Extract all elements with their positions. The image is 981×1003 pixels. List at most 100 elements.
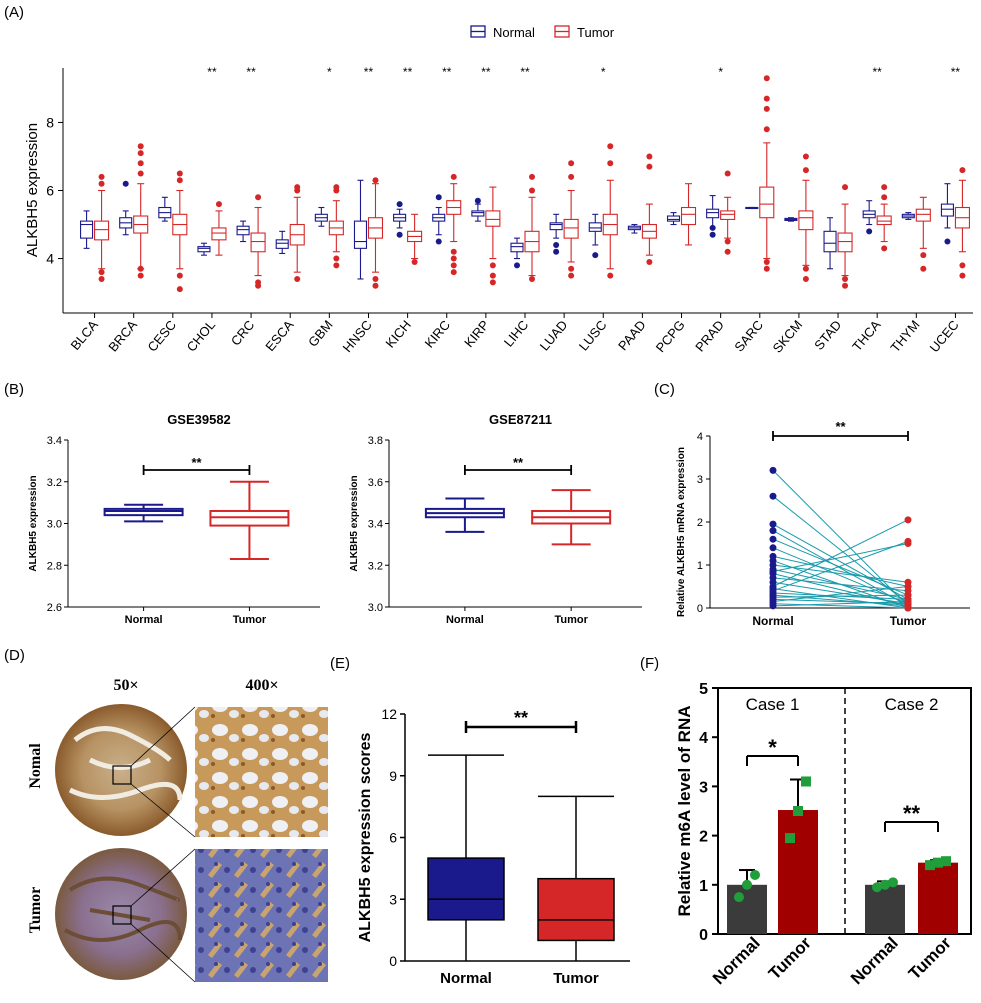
a-tumor-outlier: [529, 187, 535, 194]
a-tumor-outlier: [333, 262, 340, 269]
a-x-tick-label: KIRP: [461, 317, 492, 350]
f-bar-Case2-Tumor: [918, 862, 958, 934]
b2-y-tick-label: 3.8: [368, 435, 383, 447]
a-x-tick-label: ESCA: [262, 317, 296, 354]
f-y-tick-label: 2: [699, 829, 708, 846]
a-tumor-outlier: [294, 275, 301, 282]
a-tumor-outlier: [607, 272, 614, 279]
b2-y-tick-label: 3.6: [368, 477, 383, 489]
a-significance: **: [442, 65, 452, 79]
c-tumor-point: [904, 537, 912, 545]
a-normal-PRAD-box: [706, 208, 720, 219]
b1-y-tick-label: 2.8: [47, 560, 62, 572]
panel-label-d: (D): [4, 647, 25, 664]
a-tumor-outlier: [137, 170, 144, 177]
f-x-tick-label: Tumor: [905, 933, 955, 983]
a-tumor-outlier: [724, 170, 731, 177]
a-tumor-outlier: [763, 258, 770, 265]
c-pair-line: [772, 564, 909, 583]
f-data-point: [933, 857, 943, 868]
a-x-tick-label: SKCM: [770, 317, 806, 355]
a-x-tick-label: KIRC: [422, 317, 453, 350]
a-tumor-THCA-box: [876, 215, 892, 226]
a-y-tick-label: 8: [46, 114, 54, 130]
a-significance: **: [364, 65, 374, 79]
normal-zoom-box: [112, 765, 132, 785]
f-data-point: [793, 806, 803, 816]
a-normal-CRC-box: [236, 225, 250, 236]
a-tumor-outlier: [763, 126, 770, 133]
a-tumor-outlier: [98, 269, 105, 276]
a-significance: *: [718, 65, 723, 79]
mag-high-label: 400×: [245, 677, 278, 694]
panel-b1-boxplot: GSE39582 2.6 2.8 3.0 3.2 3.4 ALKBH5 expression…: [28, 412, 320, 626]
c-pair-line: [772, 598, 909, 605]
b2-x-tick-label: Tumor: [554, 614, 588, 626]
f-y-tick-label: 1: [699, 878, 708, 895]
f-y-tick-label: 3: [699, 779, 708, 796]
c-normal-point: [769, 602, 777, 610]
a-tumor-outlier: [881, 245, 888, 252]
a-tumor-PCPG-box: [680, 206, 697, 226]
a-x-tick-label: CRC: [228, 317, 258, 348]
a-tumor-outlier: [724, 238, 731, 245]
a-y-tick-label: 4: [46, 251, 54, 267]
f-bar-Case2-Normal: [865, 884, 905, 934]
a-normal-outlier: [396, 231, 403, 238]
a-tumor-outlier: [646, 258, 653, 265]
a-significance: **: [520, 65, 530, 79]
a-tumor-outlier: [450, 248, 457, 255]
a-tumor-outlier: [842, 275, 849, 282]
a-tumor-outlier: [137, 143, 144, 150]
a-tumor-outlier: [98, 173, 105, 180]
a-legend-normal-label: Normal: [493, 25, 535, 40]
f-data-point: [785, 833, 795, 844]
a-tumor-outlier: [763, 105, 770, 112]
a-normal-LUSC-box: [588, 222, 602, 232]
a-y-tick-label: 6: [46, 183, 54, 199]
f-data-point: [880, 879, 890, 890]
a-normal-CHOL-box: [197, 246, 211, 253]
a-tumor-outlier: [137, 265, 144, 272]
a-normal-outlier: [553, 241, 560, 248]
c-pair-line: [772, 601, 909, 607]
c-pair-line: [772, 540, 909, 592]
panel-d-histology: 50× 400× Nomal Tumor: [27, 677, 328, 983]
a-x-tick-label: LIHC: [501, 317, 532, 349]
a-tumor-outlier: [176, 286, 183, 293]
a-significance: **: [481, 65, 491, 79]
a-normal-PCPG-box: [666, 215, 681, 222]
b1-y-tick-label: 3.2: [47, 477, 62, 489]
row-label-tumor: Tumor: [27, 887, 44, 934]
a-tumor-outlier: [724, 248, 731, 255]
a-tumor-LUAD-box: [563, 218, 579, 239]
a-tumor-outlier: [959, 262, 966, 269]
f-y-tick-label: 5: [699, 681, 708, 698]
a-normal-outlier: [122, 180, 129, 187]
c-pair-line: [772, 538, 909, 596]
a-normal-outlier: [553, 248, 560, 255]
a-tumor-outlier: [137, 272, 144, 279]
a-tumor-outlier: [450, 173, 457, 180]
a-tumor-outlier: [176, 177, 183, 184]
f-y-tick-label: 0: [699, 927, 708, 944]
c-tumor-point: [904, 591, 912, 599]
a-tumor-CRC-box: [250, 232, 266, 253]
c-pair-line: [772, 519, 909, 587]
a-tumor-outlier: [881, 184, 888, 191]
a-tumor-outlier: [294, 184, 301, 191]
a-tumor-outlier: [763, 265, 770, 272]
a-tumor-outlier: [920, 265, 927, 272]
a-normal-BLCA-box: [80, 220, 94, 239]
a-tumor-outlier: [802, 275, 809, 282]
row-label-normal: Nomal: [27, 743, 44, 789]
a-tumor-outlier: [568, 173, 575, 180]
a-tumor-outlier: [802, 153, 809, 160]
b2-y-axis-title: ALKBH5 expression: [349, 475, 360, 571]
e-y-tick-label: 6: [389, 830, 397, 846]
panel-b2-boxplot: GSE87211 3.0 3.2 3.4 3.6 3.8 ALKBH5 expression…: [349, 412, 642, 626]
a-x-tick-label: PCPG: [653, 317, 688, 355]
a-x-tick-label: CHOL: [184, 317, 219, 354]
